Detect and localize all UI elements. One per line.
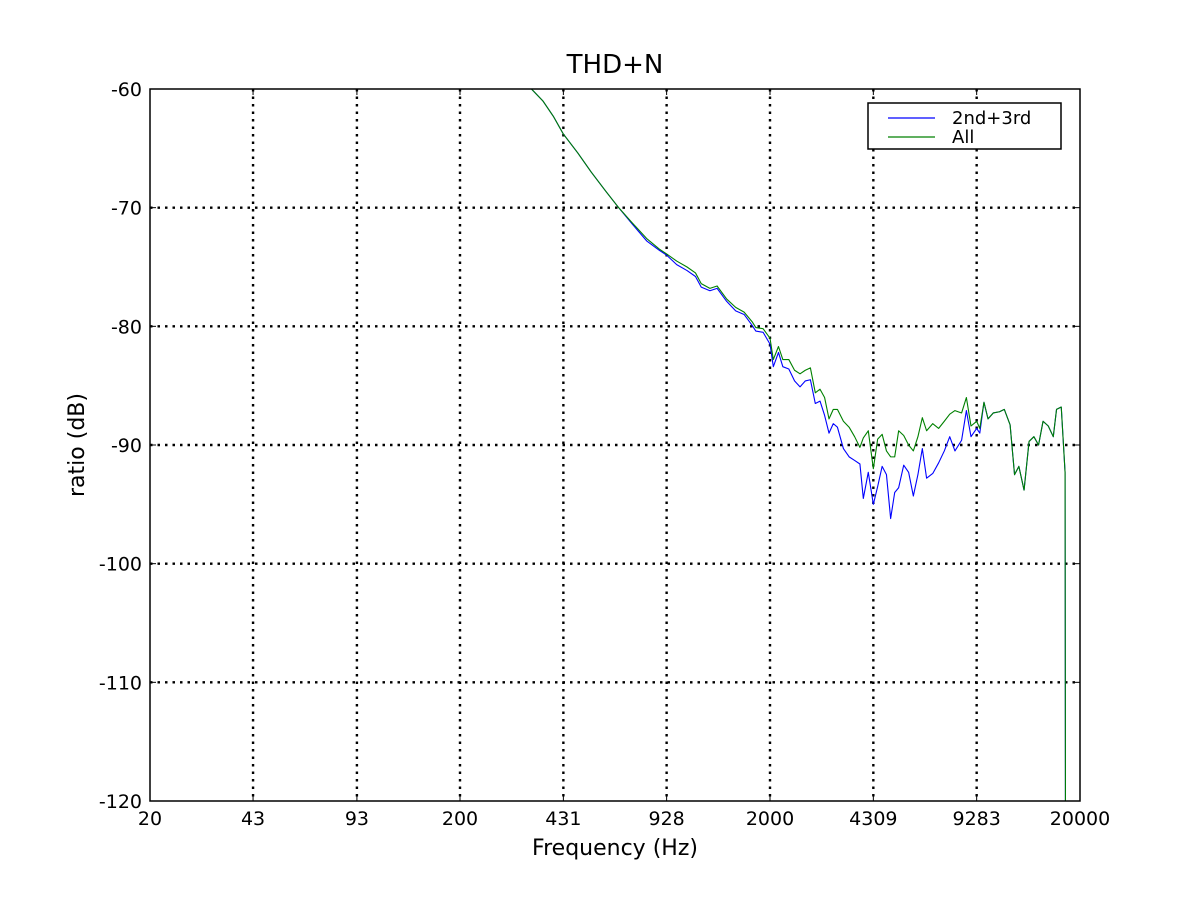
x-tick-label: 43 [241, 808, 265, 830]
grid [150, 89, 1080, 801]
legend-label-all: All [952, 127, 974, 148]
x-tick-label: 20000 [1050, 808, 1110, 830]
y-tick-label: -120 [99, 791, 142, 813]
x-tick-label: 9283 [952, 808, 1000, 830]
y-tick-label: -100 [99, 554, 142, 576]
series-line-all [531, 89, 1066, 801]
y-tick-label: -60 [111, 79, 142, 101]
ticks: 20 43 93 200 431 928 2000 4309 9283 20000 -120 -110… [99, 79, 1110, 830]
y-tick-label: -70 [111, 198, 142, 220]
x-tick-label: 928 [648, 808, 684, 830]
y-axis-label: ratio (dB) [65, 393, 90, 497]
y-tick-label: -90 [111, 435, 142, 457]
y-tick-label: -80 [111, 316, 142, 338]
x-tick-label: 200 [442, 808, 478, 830]
x-tick-label: 2000 [746, 808, 794, 830]
series-group [531, 89, 1066, 801]
legend-box [867, 102, 1062, 150]
chart-title: THD+N [566, 50, 664, 80]
x-tick-label: 20 [138, 808, 162, 830]
x-tick-label: 431 [545, 808, 581, 830]
x-tick-label: 93 [345, 808, 369, 830]
y-tick-label: -110 [99, 672, 142, 694]
legend-label-2nd-3rd: 2nd+3rd [952, 108, 1031, 129]
legend: 2nd+3rd All [867, 102, 1062, 150]
x-axis-label: Frequency (Hz) [532, 836, 698, 861]
x-tick-label: 4309 [849, 808, 897, 830]
